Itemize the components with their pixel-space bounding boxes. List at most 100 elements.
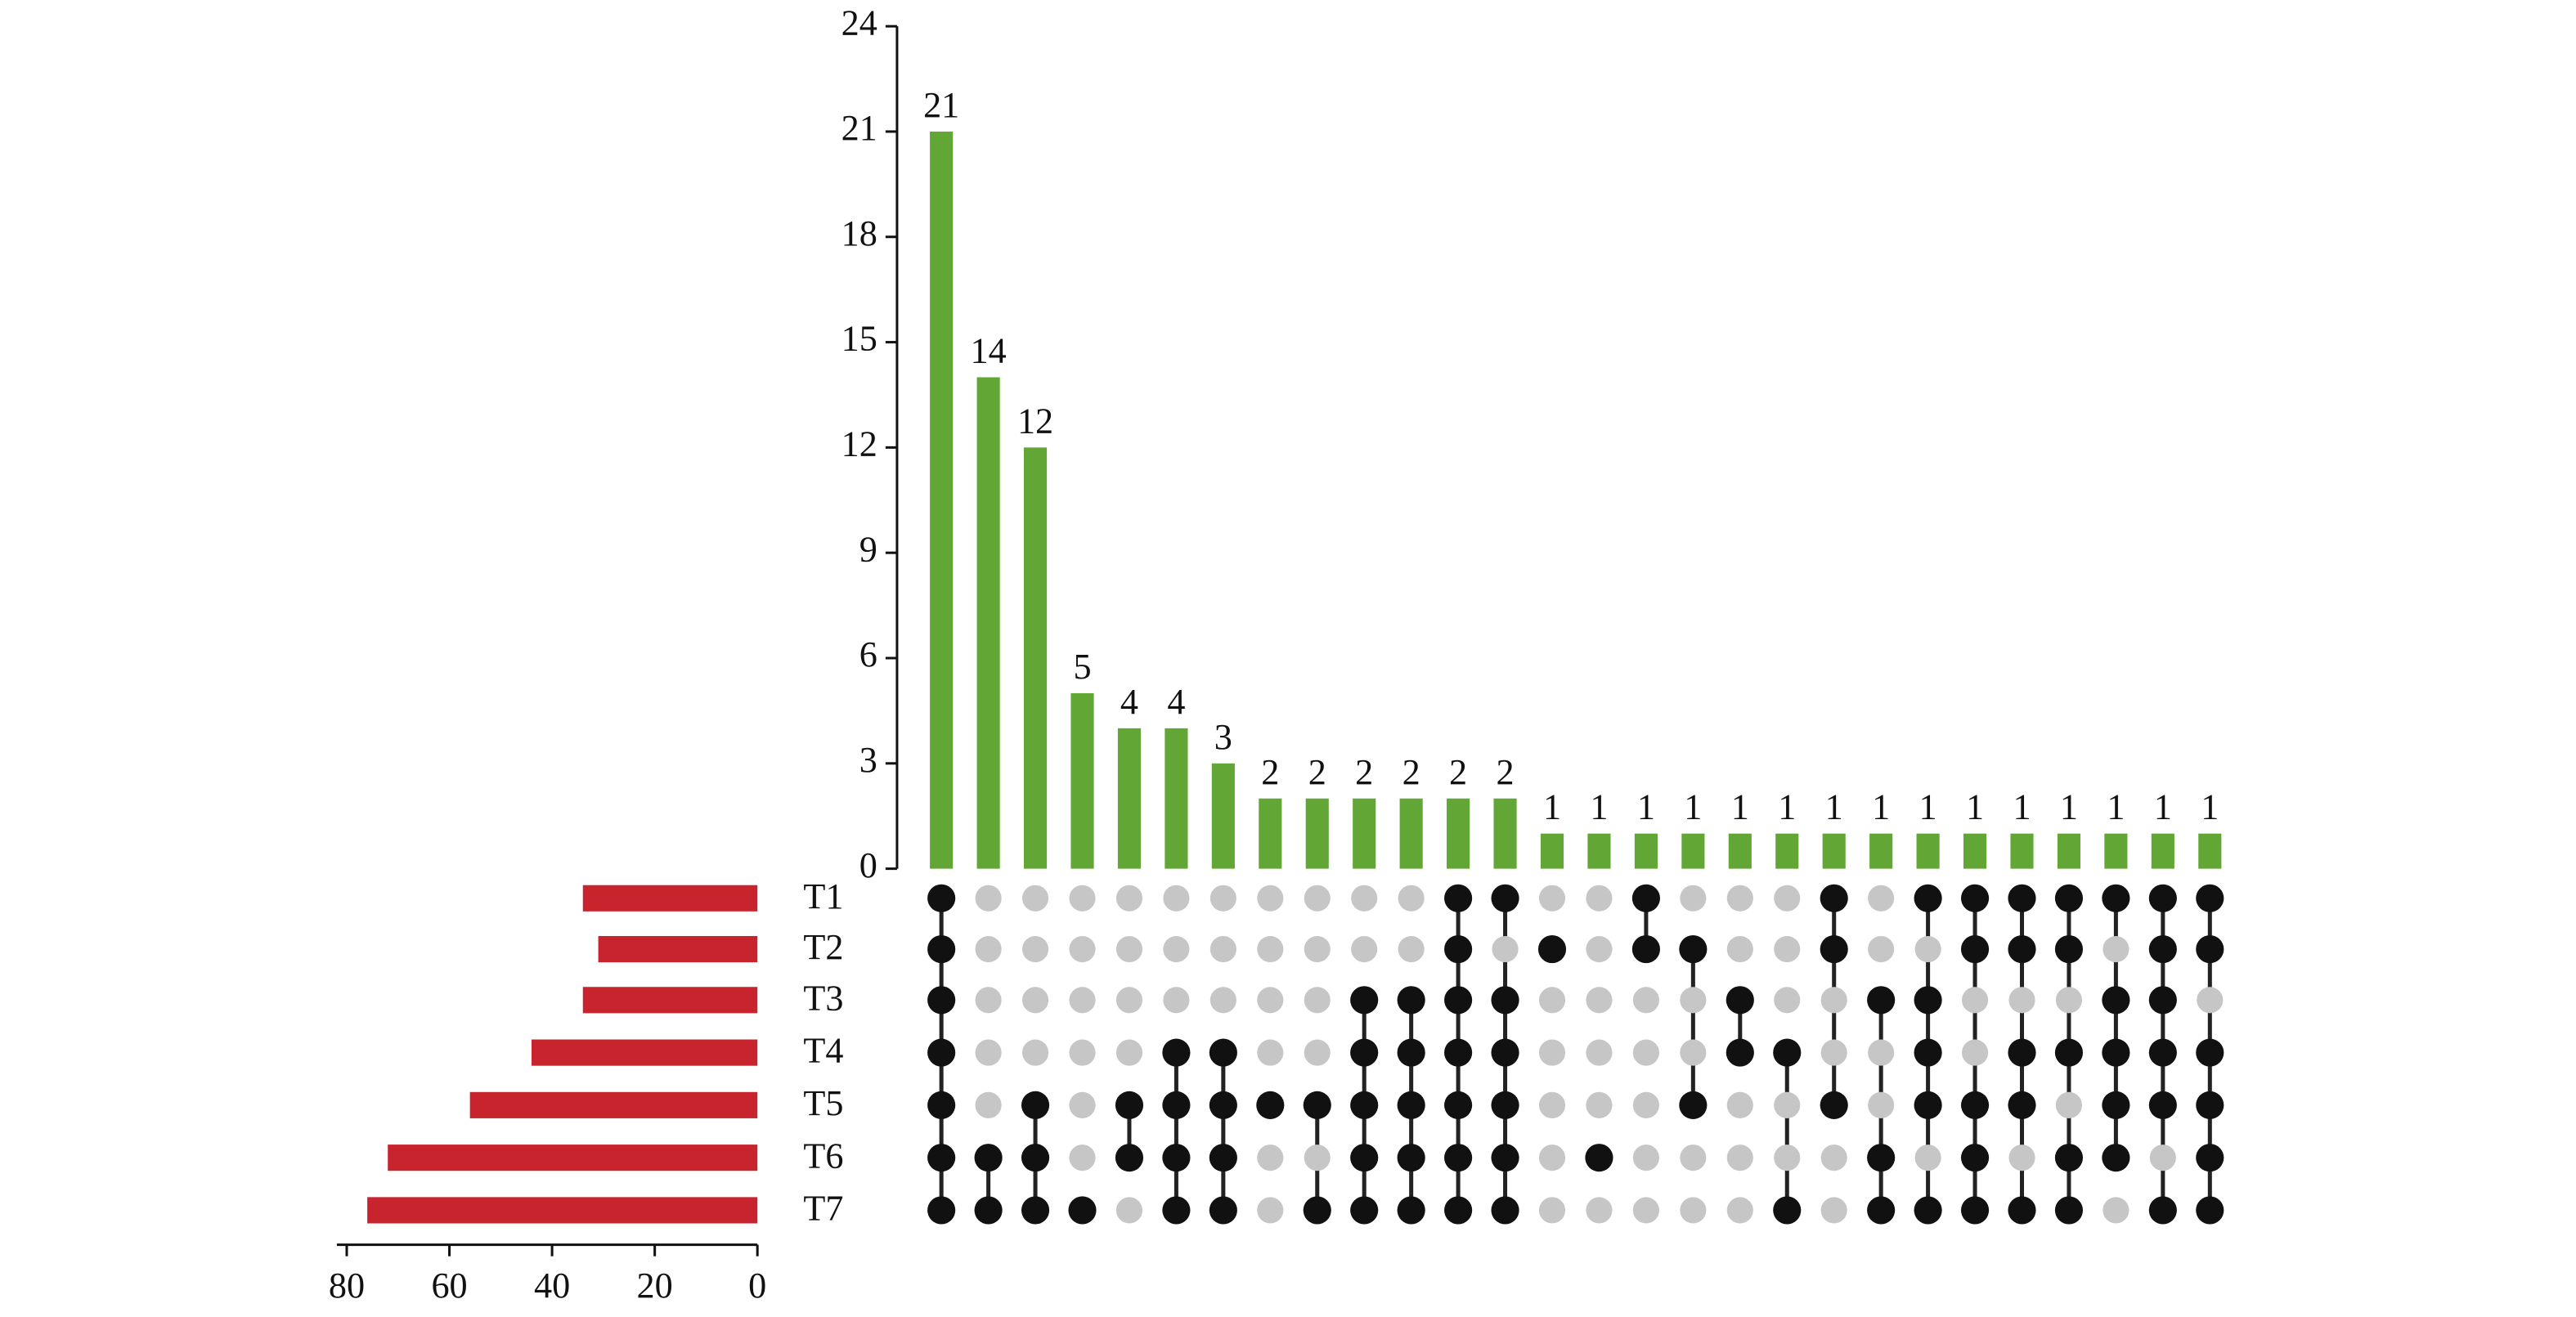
member-dot — [2008, 1091, 2036, 1119]
value-label: 1 — [1919, 787, 1937, 827]
nonmember-dot — [1961, 1039, 1989, 1066]
nonmember-dot — [1538, 1091, 1566, 1118]
nonmember-dot — [1069, 1039, 1096, 1066]
value-label: 4 — [1167, 682, 1185, 722]
nonmember-dot — [1021, 1039, 1049, 1066]
nonmember-dot — [2055, 1091, 2083, 1118]
nonmember-dot — [1820, 1145, 1847, 1171]
nonmember-dot — [2103, 1197, 2129, 1224]
member-dot — [1773, 1038, 1802, 1067]
member-dot — [2102, 1144, 2130, 1172]
x-tick-label: 80 — [329, 1265, 365, 1306]
nonmember-dot — [1586, 1091, 1613, 1118]
member-dot — [2196, 884, 2224, 912]
member-dot — [1162, 1038, 1191, 1067]
nonmember-dot — [1209, 885, 1236, 912]
bar — [1211, 763, 1235, 869]
nonmember-dot — [1774, 935, 1801, 963]
x-tick-label: 60 — [431, 1265, 467, 1306]
set-size-bar — [582, 987, 758, 1014]
member-dot — [2196, 1091, 2224, 1119]
member-dot — [1021, 1144, 1050, 1172]
nonmember-dot — [1257, 987, 1284, 1014]
bar — [1587, 833, 1611, 869]
set-label: T3 — [803, 978, 843, 1018]
member-dot — [2148, 934, 2177, 964]
member-dot — [927, 1091, 956, 1119]
member-dot — [1585, 1144, 1613, 1172]
nonmember-dot — [1680, 1039, 1707, 1066]
member-dot — [1491, 986, 1519, 1015]
member-dot — [1914, 1091, 1942, 1119]
member-dot — [2102, 884, 2130, 912]
value-label: 5 — [1073, 647, 1091, 687]
member-dot — [1021, 1091, 1050, 1119]
x-tick-label: 40 — [534, 1265, 570, 1306]
member-dot — [927, 884, 956, 912]
member-dot — [1914, 1038, 1942, 1067]
nonmember-dot — [1163, 935, 1190, 963]
set-label: T4 — [803, 1031, 843, 1071]
member-dot — [927, 986, 956, 1015]
set-size-bar — [388, 1145, 758, 1171]
member-dot — [1679, 1091, 1708, 1119]
bar — [1165, 728, 1188, 869]
nonmember-dot — [1726, 1197, 1753, 1224]
nonmember-dot — [1586, 987, 1613, 1014]
x-tick-label: 0 — [748, 1265, 766, 1306]
nonmember-dot — [1586, 1197, 1613, 1224]
nonmember-dot — [1820, 1197, 1847, 1224]
set-label: T2 — [803, 927, 843, 967]
member-dot — [1397, 1196, 1425, 1225]
bar — [1353, 798, 1376, 869]
bar — [1493, 798, 1517, 869]
member-dot — [1679, 934, 1708, 964]
member-dot — [1491, 1196, 1519, 1225]
nonmember-dot — [1868, 1039, 1895, 1066]
nonmember-dot — [2008, 987, 2035, 1014]
set-label: T6 — [803, 1136, 843, 1176]
member-dot — [1631, 884, 1660, 912]
bar — [1070, 692, 1094, 869]
bar — [976, 377, 1000, 869]
nonmember-dot — [1398, 935, 1425, 963]
nonmember-dot — [1586, 885, 1613, 912]
nonmember-dot — [2197, 987, 2224, 1014]
nonmember-dot — [1914, 935, 1941, 963]
member-dot — [2148, 884, 2177, 912]
nonmember-dot — [1115, 1197, 1143, 1224]
nonmember-dot — [1774, 987, 1801, 1014]
member-dot — [1491, 884, 1519, 912]
nonmember-dot — [1961, 987, 1989, 1014]
member-dot — [1960, 1196, 1990, 1225]
bar — [2198, 833, 2222, 869]
value-label: 1 — [2154, 787, 2172, 827]
value-label: 1 — [1872, 787, 1890, 827]
member-dot — [1397, 986, 1425, 1015]
nonmember-dot — [1774, 885, 1801, 912]
member-dot — [2102, 1038, 2130, 1067]
bar — [2057, 833, 2081, 869]
nonmember-dot — [1492, 935, 1519, 963]
set-size-bar — [582, 885, 758, 912]
value-label: 1 — [2013, 787, 2031, 827]
nonmember-dot — [1726, 1091, 1753, 1118]
nonmember-dot — [1257, 885, 1284, 912]
set-label: T1 — [803, 876, 843, 916]
nonmember-dot — [1632, 1145, 1659, 1171]
nonmember-dot — [1021, 885, 1049, 912]
nonmember-dot — [1257, 1145, 1284, 1171]
nonmember-dot — [1069, 1145, 1096, 1171]
nonmember-dot — [1680, 1145, 1707, 1171]
member-dot — [1914, 1196, 1942, 1225]
bar — [1540, 833, 1564, 869]
member-dot — [1444, 1091, 1473, 1119]
member-dot — [1162, 1144, 1191, 1172]
value-label: 4 — [1120, 682, 1138, 722]
member-dot — [1773, 1196, 1802, 1225]
bar — [2151, 833, 2174, 869]
nonmember-dot — [1820, 1039, 1847, 1066]
value-label: 1 — [2107, 787, 2125, 827]
member-dot — [1444, 986, 1473, 1015]
nonmember-dot — [1820, 987, 1847, 1014]
